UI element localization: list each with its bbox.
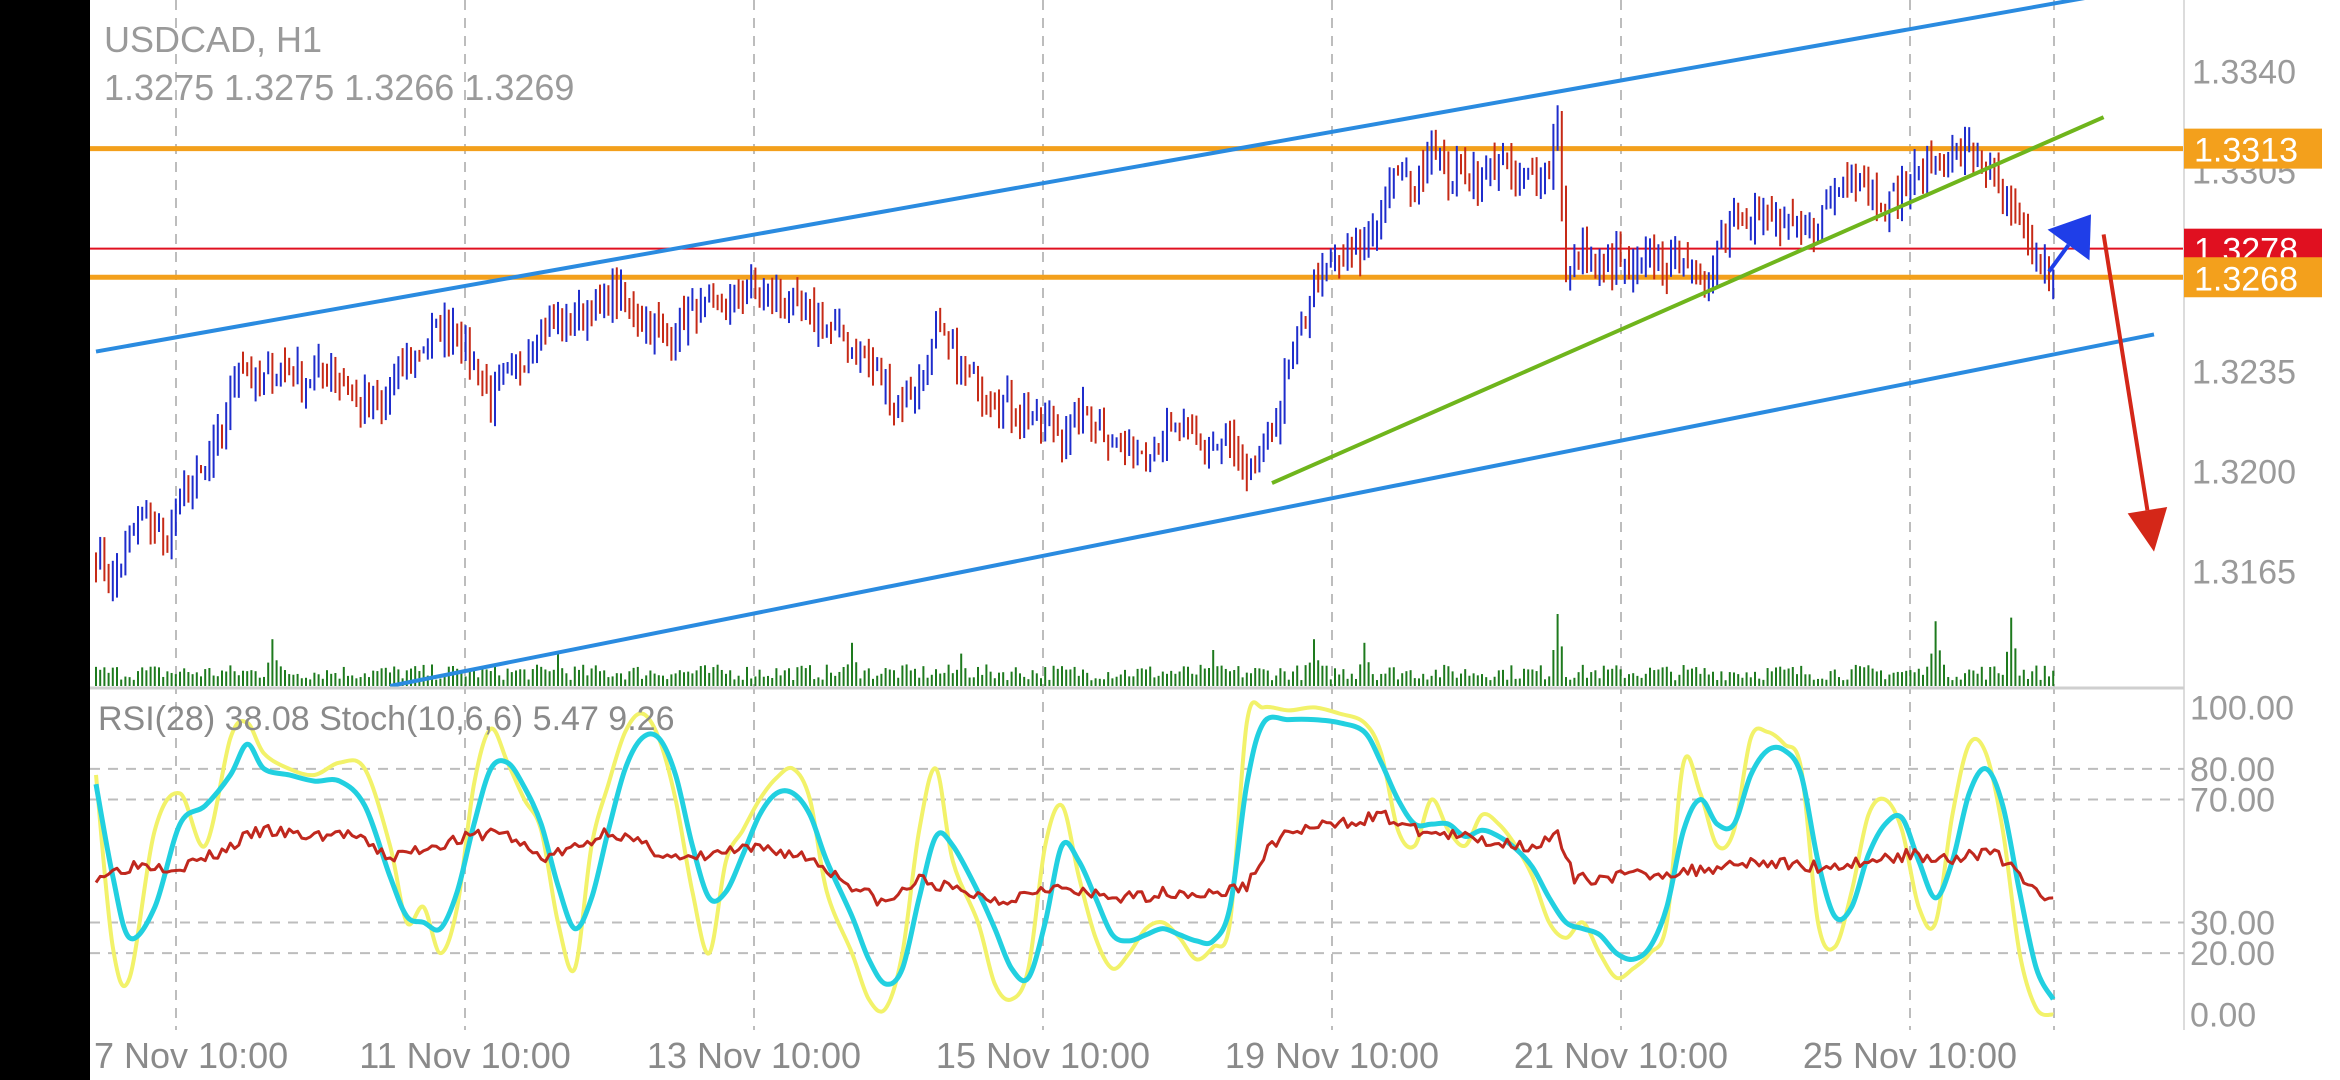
indicator-tick-label: 0.00 bbox=[2190, 997, 2256, 1035]
price-tag-bg bbox=[2184, 128, 2322, 169]
price-tick-label: 1.3340 bbox=[2192, 53, 2296, 91]
time-tick-label: 21 Nov 10:00 bbox=[1514, 1035, 1728, 1076]
price-tag-bg bbox=[2184, 257, 2322, 298]
time-tick-label: 7 Nov 10:00 bbox=[94, 1035, 288, 1076]
volume-bars bbox=[95, 614, 2055, 686]
indicator-label: RSI(28) 38.08 Stoch(10,6,6) 5.47 9.26 bbox=[98, 700, 674, 738]
annotation-arrows[interactable] bbox=[2047, 214, 2168, 552]
up-arrow-head bbox=[2047, 214, 2091, 261]
price-tick-label: 1.3165 bbox=[2192, 554, 2296, 592]
candlesticks bbox=[95, 105, 2055, 602]
indicator-panel[interactable]: RSI(28) 38.08 Stoch(10,6,6) 5.47 9.26 10… bbox=[90, 689, 2294, 1035]
time-tick-label: 19 Nov 10:00 bbox=[1225, 1035, 1439, 1076]
price-grid bbox=[175, 0, 2055, 1030]
stoch_signal-line bbox=[93, 714, 2056, 1001]
price-panel[interactable]: USDCAD, H1 1.3275 1.3275 1.3266 1.3269 1… bbox=[90, 0, 2322, 1030]
rsi-line bbox=[94, 809, 2054, 907]
indicator-tick-label: 100.00 bbox=[2190, 689, 2294, 727]
price-tag-label: 1.3313 bbox=[2194, 132, 2298, 170]
screen-left-bar bbox=[0, 0, 90, 1080]
time-axis: 7 Nov 10:00 11 Nov 10:00 13 Nov 10:00 15 No… bbox=[94, 1035, 2017, 1076]
lower-channel bbox=[389, 332, 2155, 688]
stoch_main-line bbox=[94, 700, 2054, 1018]
up-arrow-shaft bbox=[2047, 243, 2071, 273]
upper-channel bbox=[95, 0, 2086, 354]
indicator-lines bbox=[93, 700, 2056, 1018]
down-arrow-shaft bbox=[2101, 234, 2150, 511]
time-tick-label: 25 Nov 10:00 bbox=[1803, 1035, 2017, 1076]
time-tick-label: 11 Nov 10:00 bbox=[359, 1035, 570, 1076]
symbol-label: USDCAD, H1 bbox=[104, 19, 322, 60]
time-tick-label: 13 Nov 10:00 bbox=[647, 1035, 861, 1076]
price-tick-label: 1.3235 bbox=[2192, 354, 2296, 392]
down-arrow-head bbox=[2127, 507, 2168, 552]
trend-lines[interactable] bbox=[95, 0, 2155, 688]
price-tag-label: 1.3268 bbox=[2194, 260, 2298, 298]
indicator-tick-label: 80.00 bbox=[2190, 751, 2275, 789]
horizontal-levels[interactable] bbox=[90, 146, 2184, 280]
time-tick-label: 15 Nov 10:00 bbox=[936, 1035, 1150, 1076]
price-tick-label: 1.3200 bbox=[2192, 454, 2296, 492]
indicator-tick-label: 30.00 bbox=[2190, 904, 2275, 942]
support-trendline bbox=[1271, 115, 2105, 485]
indicator-tick-label: 20.00 bbox=[2190, 935, 2275, 973]
ohlc-label: 1.3275 1.3275 1.3266 1.3269 bbox=[104, 67, 574, 108]
indicator-tick-label: 70.00 bbox=[2190, 782, 2275, 820]
